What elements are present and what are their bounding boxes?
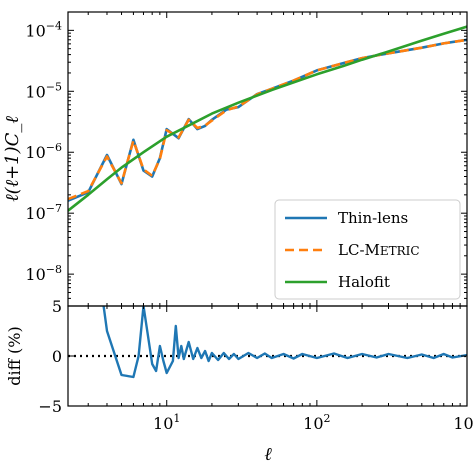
x-tick-label: 101 (153, 412, 180, 433)
legend-label: Halofit (338, 273, 390, 291)
y-tick-label: 10−8 (25, 263, 62, 284)
diff-y-tick-label: −5 (38, 397, 62, 416)
x-tick-label: 103 (453, 412, 474, 433)
diff-series-line (102, 306, 467, 379)
legend-box (274, 199, 461, 300)
y-tick-label: 10−4 (25, 19, 62, 40)
diff-y-tick-label: 5 (52, 297, 62, 316)
series-line-thin-lens (68, 38, 467, 202)
series-line-halofit (68, 25, 467, 212)
top-panel: 10−8 10−7 10−6 10−5 10−4 ℓ(ℓ+1)C_ℓ (2, 11, 468, 307)
legend-label: Thin-lens (338, 209, 408, 227)
bottom-y-axis-label: diff (%) (5, 326, 24, 386)
series-line-lc-metric (68, 38, 467, 201)
x-axis-label: ℓ (264, 444, 272, 465)
diff-y-tick-label: 0 (52, 347, 62, 366)
y-tick-label: 10−5 (25, 80, 62, 101)
legend-label: LC-METRIC (338, 241, 420, 259)
top-y-axis-label: ℓ(ℓ+1)C_ℓ (2, 116, 23, 202)
legend: Thin-lens LC-METRIC Halofit (274, 199, 461, 300)
bottom-panel: 5 0 −5 101 102 103 diff (%) ℓ (5, 297, 474, 465)
y-tick-label: 10−6 (25, 141, 62, 162)
x-tick-label: 102 (303, 412, 330, 433)
y-tick-label: 10−7 (25, 202, 62, 223)
